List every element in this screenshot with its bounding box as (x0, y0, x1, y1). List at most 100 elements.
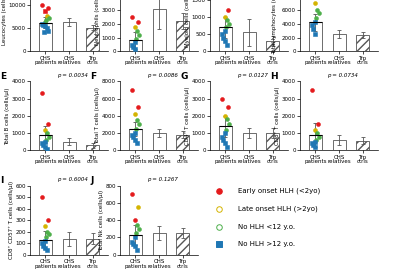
Bar (176, 233, 189, 255)
Point (40, 143, 46, 147)
Bar (86, 28, 99, 51)
Point (132, 131, 138, 135)
Point (44, 131, 50, 135)
Point (312, 145, 318, 149)
Y-axis label: Neutrophils (cells/µl): Neutrophils (cells/µl) (96, 0, 100, 45)
Point (134, 20, 141, 25)
Point (42, 19, 48, 24)
Point (132, 47, 138, 51)
Point (42, 9, 48, 14)
Point (312, 140, 318, 144)
Point (40, 243, 46, 248)
Point (38, 22, 45, 26)
Point (224, 105, 231, 109)
Point (218, 96, 225, 101)
Point (45, 28, 51, 33)
Point (226, 122, 233, 127)
Bar (129, 235, 142, 255)
Point (222, 15, 228, 19)
Point (134, 222, 140, 227)
Bar (242, 133, 256, 150)
Y-axis label: CD8⁺ CD57⁺ T cells (cells/µl): CD8⁺ CD57⁺ T cells (cells/µl) (9, 181, 14, 259)
Point (136, 122, 143, 127)
Point (312, 127, 318, 132)
Point (312, 138, 319, 142)
Point (314, 131, 320, 135)
Text: p = 0.0034: p = 0.0034 (58, 73, 88, 78)
Point (42, 246, 48, 250)
Point (132, 235, 138, 240)
Point (132, 231, 139, 235)
Bar (356, 35, 369, 51)
Point (38, 3, 45, 8)
Point (42, 138, 49, 142)
Bar (129, 40, 142, 51)
Point (134, 140, 140, 145)
Y-axis label: CD4⁺ T cells (cells/µl): CD4⁺ T cells (cells/µl) (185, 87, 190, 145)
Point (308, 23, 315, 27)
Point (220, 138, 226, 142)
Point (222, 114, 228, 118)
Point (42, 239, 48, 243)
Point (38, 241, 45, 246)
Text: G: G (180, 72, 188, 81)
Bar (219, 27, 232, 51)
Bar (266, 41, 279, 51)
Bar (129, 129, 142, 150)
Text: No HLH >12 y.o.: No HLH >12 y.o. (238, 241, 295, 247)
Point (41, 30, 48, 34)
Y-axis label: Total T cells (cells/µl): Total T cells (cells/µl) (96, 87, 100, 144)
Point (42, 145, 48, 149)
Point (44, 147, 50, 151)
Point (308, 88, 315, 92)
Point (218, 32, 225, 36)
Point (368, 96, 374, 101)
Point (222, 25, 229, 30)
Bar (266, 133, 279, 150)
Text: p = 0.6004: p = 0.6004 (58, 177, 88, 182)
Point (134, 28, 140, 33)
Point (128, 42, 135, 47)
Point (128, 133, 135, 137)
Point (128, 240, 135, 244)
Bar (332, 34, 346, 51)
Point (38, 91, 45, 96)
Point (312, 20, 318, 25)
Point (44, 230, 50, 234)
Point (44, 218, 51, 222)
Bar (332, 140, 346, 150)
Point (130, 135, 136, 140)
Bar (39, 135, 52, 150)
Point (226, 22, 233, 26)
Point (46, 134, 53, 139)
Text: p = 0.0127: p = 0.0127 (238, 73, 268, 78)
Text: J: J (90, 176, 94, 185)
Point (42, 24, 48, 28)
Point (132, 40, 138, 44)
Text: H: H (270, 72, 278, 81)
Text: F: F (90, 72, 96, 81)
Point (224, 117, 230, 121)
Point (310, 27, 316, 31)
Point (222, 131, 228, 135)
Point (44, 13, 50, 18)
Point (134, 105, 141, 109)
Point (222, 28, 228, 33)
Point (224, 18, 230, 22)
Point (222, 141, 228, 146)
Point (316, 134, 323, 139)
Bar (309, 135, 322, 150)
Bar (152, 9, 166, 51)
Point (38, 195, 45, 199)
Y-axis label: Total Nk cells (cells/µl): Total Nk cells (cells/µl) (99, 190, 104, 251)
Point (132, 138, 138, 142)
Text: I: I (0, 176, 4, 185)
Point (310, 143, 316, 147)
Point (136, 33, 143, 37)
Point (218, 134, 225, 139)
Point (46, 16, 53, 21)
Point (44, 122, 51, 127)
Y-axis label: Total lymphocytes (cells/µl): Total lymphocytes (cells/µl) (272, 0, 277, 54)
Point (316, 11, 323, 16)
Y-axis label: Myeloid cells (cells/µl): Myeloid cells (cells/µl) (186, 0, 190, 47)
